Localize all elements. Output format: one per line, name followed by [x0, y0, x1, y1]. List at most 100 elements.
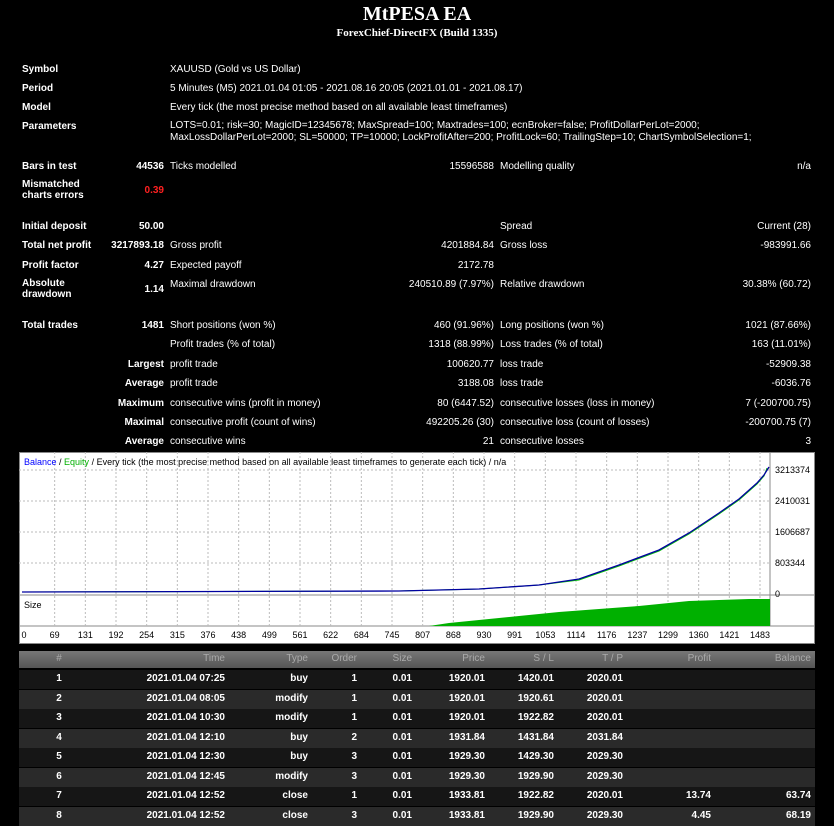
column-header: Profit	[687, 653, 711, 664]
summary-label: Modelling quality	[500, 161, 575, 172]
table-cell: 1929.90	[517, 770, 554, 782]
table-cell: 2021.01.04 12:52	[146, 809, 225, 821]
x-tick-label: 807	[415, 630, 430, 640]
table-cell: 1920.01	[448, 692, 485, 704]
table-cell: 0.01	[392, 751, 412, 762]
summary-value: 0.39	[144, 185, 164, 196]
summary-label: consecutive wins	[170, 436, 246, 447]
chart-title-part: Balance	[24, 457, 57, 467]
table-row: 1 2021.01.04 07:25 buy 1 0.01 1920.01 1420.01 2…	[19, 670, 815, 689]
summary-value: 2172.78	[457, 260, 494, 271]
summary-value: 240510.89 (7.97%)	[408, 279, 494, 290]
table-cell: 63.74	[785, 790, 811, 801]
table-cell: 2021.01.04 08:05	[146, 692, 225, 704]
summary-label: 5 Minutes (M5) 2021.01.04 01:05 - 2021.0…	[170, 83, 523, 94]
summary-value: Largest	[127, 359, 164, 370]
summary-value: 44536	[136, 161, 164, 172]
summary-label: Relative drawdown	[500, 279, 585, 290]
table-cell: 1	[56, 673, 62, 684]
summary-value: 460 (91.96%)	[433, 320, 494, 331]
table-cell: 1	[351, 692, 357, 704]
table-cell: 6	[56, 770, 62, 782]
summary-label: Parameters	[22, 121, 77, 132]
report-subtitle: ForexChief-DirectFX (Build 1335)	[336, 27, 498, 39]
x-tick-label: 1483	[750, 630, 770, 640]
column-header: #	[56, 653, 62, 664]
column-header: Balance	[774, 653, 811, 664]
x-tick-label: 254	[139, 630, 154, 640]
column-header: T / P	[602, 653, 623, 664]
table-cell: 1931.84	[448, 731, 485, 743]
table-row: 5 2021.01.04 12:30 buy 3 0.01 1929.30 1429.30 2…	[19, 748, 815, 767]
table-cell: 2	[351, 731, 357, 743]
column-header: Size	[392, 653, 412, 664]
table-cell: 3	[56, 712, 62, 723]
summary-value: 4201884.84	[441, 240, 494, 251]
table-cell: 2021.01.04 12:45	[146, 770, 225, 782]
summary-value: 3	[805, 436, 811, 447]
table-cell: 3	[351, 770, 357, 782]
table-cell: 1920.01	[448, 712, 485, 723]
y-tick-label: 1606687	[775, 527, 810, 537]
summary-label: Short positions (won %)	[170, 320, 276, 331]
column-header: S / L	[533, 653, 554, 664]
table-cell: 1420.01	[517, 673, 554, 684]
table-row: 6 2021.01.04 12:45 modify 3 0.01 1929.30 1929.…	[19, 767, 815, 787]
summary-label: Mismatched charts errors	[22, 179, 84, 201]
summary-value: Average	[124, 436, 164, 447]
table-cell: 2031.84	[586, 731, 623, 743]
summary-label: Profit factor	[22, 260, 79, 271]
x-tick-label: 1176	[597, 630, 616, 640]
summary-value: -6036.76	[771, 378, 811, 389]
chart-title-part: Equity	[64, 457, 90, 467]
report-title: MtPESA EA	[362, 3, 472, 25]
table-cell: 1429.30	[517, 751, 554, 762]
chart-title-part: /	[57, 457, 65, 467]
summary-label: LOTS=0.01; risk=30; MagicID=12345678; Ma…	[170, 120, 752, 143]
summary-value: 1021 (87.66%)	[745, 320, 811, 331]
summary-value: n/a	[797, 161, 811, 172]
summary-label: Bars in test	[22, 161, 77, 172]
table-cell: 0.01	[392, 692, 412, 704]
column-header: Order	[331, 653, 357, 664]
x-tick-label: 1421	[719, 630, 739, 640]
table-cell: modify	[275, 692, 308, 704]
table-cell: buy	[290, 673, 308, 684]
table-cell: 1929.30	[448, 770, 485, 782]
table-cell: buy	[290, 731, 308, 743]
table-cell: 5	[56, 751, 62, 762]
summary-value: 1.14	[144, 284, 164, 295]
x-tick-label: 192	[108, 630, 123, 640]
summary-label: consecutive profit (count of wins)	[170, 417, 316, 428]
table-cell: 2029.30	[586, 751, 623, 762]
summary-value: Current (28)	[757, 221, 811, 232]
summary-value: 3217893.18	[111, 240, 164, 251]
table-row: 4 2021.01.04 12:10 buy 2 0.01 1931.84 1431.84 2…	[19, 728, 815, 748]
table-cell: 1920.01	[448, 673, 485, 684]
summary-label: Symbol	[22, 64, 59, 75]
x-tick-label: 376	[200, 630, 215, 640]
table-cell: 1	[351, 673, 357, 684]
chart-title: Balance / Equity / Every tick (the most …	[24, 457, 506, 467]
chart-title-part: / Every tick (the most precise method ba…	[89, 457, 506, 467]
table-cell: 2021.01.04 12:30	[146, 751, 225, 762]
summary-label: XAUUSD (Gold vs US Dollar)	[170, 64, 301, 75]
table-cell: 68.19	[785, 809, 811, 821]
summary-label: profit trade	[170, 378, 218, 389]
column-header: Time	[203, 653, 225, 664]
column-header: Type	[286, 653, 308, 664]
summary-label: loss trade	[500, 378, 544, 389]
x-tick-label: 622	[323, 630, 338, 640]
table-cell: 0.01	[392, 731, 412, 743]
summary-value: -983991.66	[760, 240, 811, 251]
x-tick-label: 868	[446, 630, 461, 640]
summary-value: 492205.26 (30)	[426, 417, 494, 428]
table-cell: 1	[351, 790, 357, 801]
x-tick-label: 69	[50, 630, 60, 640]
column-header: Price	[462, 653, 485, 664]
table-cell: 0.01	[392, 712, 412, 723]
summary-label: Ticks modelled	[170, 161, 237, 172]
summary-label: Loss trades (% of total)	[500, 339, 603, 350]
summary-label: Long positions (won %)	[500, 320, 604, 331]
